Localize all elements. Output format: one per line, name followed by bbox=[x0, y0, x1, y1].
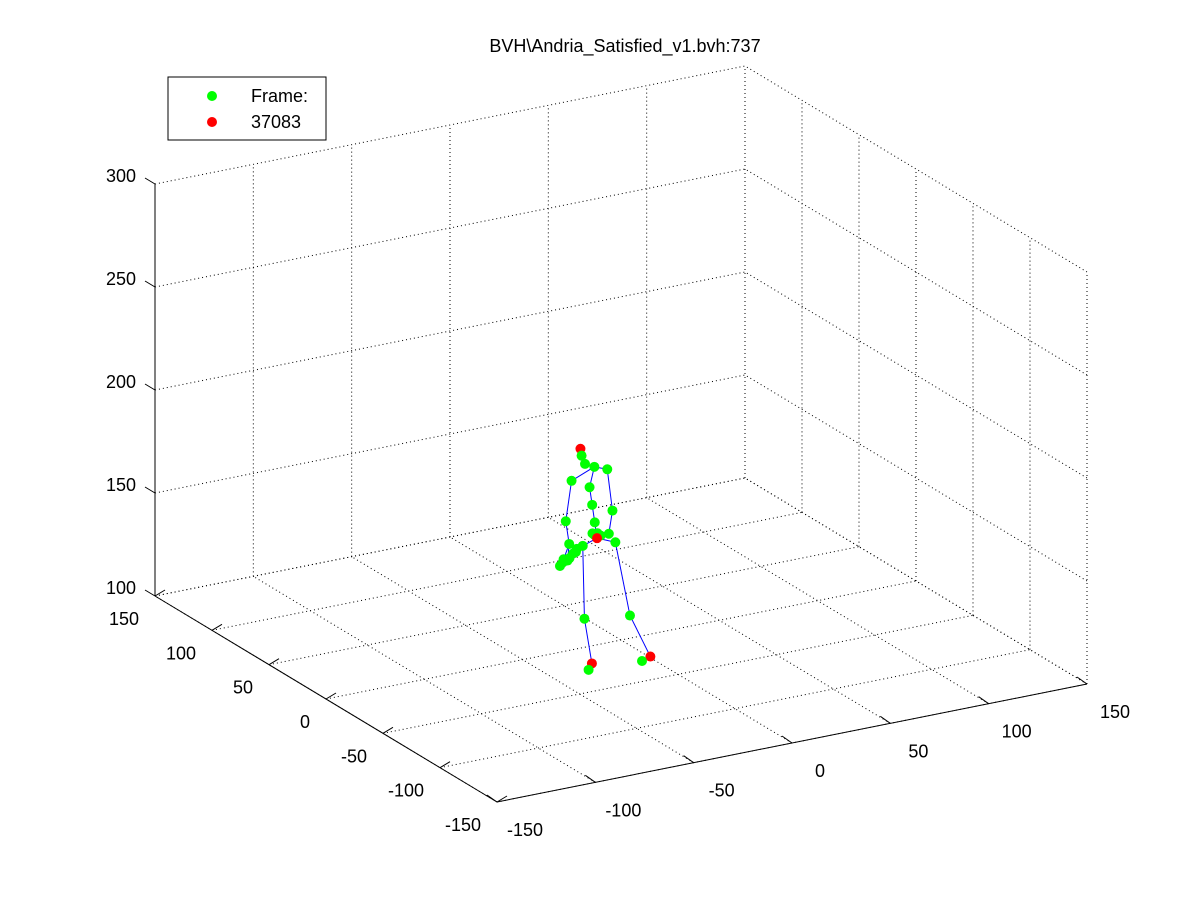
floor-grid-line-y bbox=[439, 649, 1031, 769]
joint-right-ankle[interactable] bbox=[645, 651, 656, 662]
z-axis-tick bbox=[144, 280, 156, 288]
y-axis-tick bbox=[496, 795, 508, 803]
joint-right-hip[interactable] bbox=[610, 537, 621, 548]
x-axis-tick bbox=[585, 774, 596, 783]
y-axis-tick bbox=[439, 761, 451, 769]
y-axis-tick bbox=[382, 726, 394, 734]
joint-hips[interactable] bbox=[592, 533, 603, 544]
x-tick-label: 0 bbox=[815, 761, 825, 781]
y-tick-label: 50 bbox=[233, 678, 253, 698]
joint-left-shoulder[interactable] bbox=[566, 475, 577, 486]
floor-grid-line-y bbox=[382, 614, 974, 734]
y-tick-label: 150 bbox=[109, 609, 139, 629]
joint-neck[interactable] bbox=[589, 461, 600, 472]
joint-right-toe[interactable] bbox=[637, 655, 648, 666]
x-tick-label: 150 bbox=[1100, 702, 1130, 722]
y-axis-tick bbox=[154, 589, 166, 597]
z-tick-label: 250 bbox=[106, 269, 136, 289]
z-axis-tick bbox=[144, 383, 156, 391]
joint-spine[interactable] bbox=[587, 499, 598, 510]
joint-right-knee[interactable] bbox=[624, 610, 635, 621]
x-axis-tick bbox=[1076, 676, 1088, 685]
joint-right-wrist[interactable] bbox=[603, 528, 614, 539]
x-tick-label: -150 bbox=[507, 820, 543, 840]
legend-label-frame: Frame: bbox=[251, 86, 308, 106]
joint-left-elbow[interactable] bbox=[560, 516, 571, 527]
z-tick-label: 200 bbox=[106, 372, 136, 392]
z-axis-tick bbox=[144, 486, 156, 494]
x-tick-label: -50 bbox=[709, 781, 735, 801]
joint-right-shoulder[interactable] bbox=[602, 464, 613, 475]
z-tick-label: 150 bbox=[106, 475, 136, 495]
legend-box bbox=[167, 76, 327, 141]
z-tick-label: 300 bbox=[106, 166, 136, 186]
chart-title: BVH\Andria_Satisfied_v1.bvh:737 bbox=[489, 36, 760, 57]
floor-grid-line-x bbox=[646, 497, 989, 705]
legend-marker-frame-number bbox=[207, 117, 217, 127]
z-axis-tick bbox=[144, 177, 156, 185]
joint-left-hip[interactable] bbox=[577, 540, 588, 551]
joint-right-elbow[interactable] bbox=[607, 505, 618, 516]
floor-grid-line-x bbox=[548, 516, 891, 724]
side-wall-grid-line-z bbox=[744, 374, 1088, 582]
x-axis-tick bbox=[486, 794, 498, 803]
legend[interactable]: Frame: 37083 bbox=[167, 76, 327, 141]
axis-lines bbox=[144, 177, 1088, 803]
back-wall-grid-line-z bbox=[154, 374, 746, 494]
y-axis-tick bbox=[325, 692, 337, 700]
bone-right-knee-right-ankle bbox=[629, 615, 651, 657]
floor-grid-line-y bbox=[211, 511, 803, 631]
legend-label-frame-number: 37083 bbox=[251, 112, 301, 132]
joint-left-toe[interactable] bbox=[583, 664, 594, 675]
joint-left-wrist[interactable] bbox=[564, 538, 575, 549]
legend-marker-frame bbox=[207, 91, 217, 101]
side-wall-grid-line-z bbox=[744, 168, 1088, 376]
z-tick-label: 100 bbox=[106, 578, 136, 598]
x-axis-tick bbox=[683, 755, 694, 764]
tick-labels: -150 -100 -50 0 50 100 150 -150 -100 -50 0 50 100 150… bbox=[106, 166, 1130, 840]
side-wall-grid-line-z bbox=[744, 65, 1088, 273]
x-axis-tick bbox=[978, 696, 989, 705]
y-tick-label: -150 bbox=[445, 815, 481, 835]
joint-spine-lower[interactable] bbox=[589, 517, 600, 528]
y-axis-tick bbox=[211, 623, 223, 631]
back-wall-grid-line-z bbox=[154, 271, 746, 391]
back-wall-grid-line-z bbox=[154, 477, 746, 597]
x-tick-label: 50 bbox=[908, 741, 928, 761]
side-wall-grid-line-z bbox=[744, 477, 1088, 685]
x-tick-label: 100 bbox=[1002, 722, 1032, 742]
joint-spine-upper[interactable] bbox=[584, 482, 595, 493]
floor-grid-line-y bbox=[268, 546, 860, 666]
bone-right-shoulder-right-elbow bbox=[606, 469, 613, 511]
bone-left-knee-left-ankle bbox=[583, 618, 593, 664]
joint-neck-upper[interactable] bbox=[580, 458, 591, 469]
bone-left-hip-left-knee bbox=[582, 545, 585, 619]
floor-grid-line-y bbox=[325, 580, 917, 700]
x-axis-tick bbox=[880, 715, 891, 724]
x-axis-tick bbox=[781, 735, 793, 744]
joint-head[interactable] bbox=[576, 450, 587, 461]
y-tick-label: -50 bbox=[341, 746, 367, 766]
skeleton-joints bbox=[554, 443, 656, 675]
joint-left-knee[interactable] bbox=[579, 613, 590, 624]
y-tick-label: 100 bbox=[166, 643, 196, 663]
side-wall-grid-line-z bbox=[744, 271, 1088, 479]
z-axis-tick bbox=[144, 589, 156, 597]
joint-left-hand-c[interactable] bbox=[554, 560, 565, 571]
back-wall-grid-line-z bbox=[154, 168, 746, 288]
back-wall-grid-line-z bbox=[154, 65, 746, 185]
y-tick-label: 0 bbox=[300, 712, 310, 732]
y-axis-tick bbox=[268, 658, 280, 666]
bone-right-hip-right-knee bbox=[614, 542, 631, 616]
bone-left-shoulder-left-elbow bbox=[565, 480, 573, 522]
x-tick-label: -100 bbox=[605, 800, 641, 820]
y-tick-label: -100 bbox=[388, 781, 424, 801]
